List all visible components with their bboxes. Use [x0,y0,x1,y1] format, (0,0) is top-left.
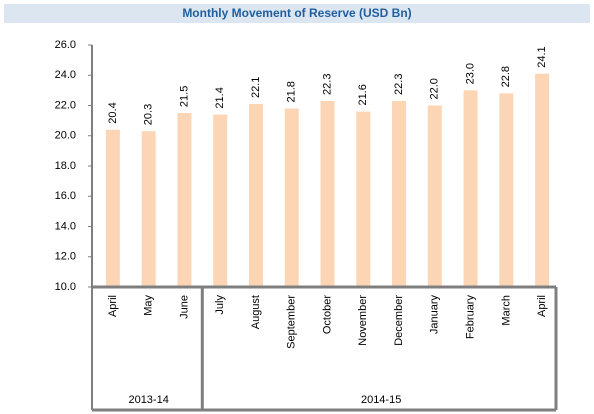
bar [392,100,407,288]
data-label: 22.1 [250,77,262,98]
y-tick-label: 18.0 [55,160,76,172]
bar [356,111,371,287]
bar [141,131,156,287]
y-tick-label: 26.0 [55,39,76,51]
x-tick-label: February [464,295,476,340]
x-tick-label: November [357,295,369,346]
x-tick-label: October [321,295,333,334]
data-label: 23.0 [464,63,476,84]
group-label: 2014-15 [361,394,401,406]
y-tick-label: 16.0 [55,190,76,202]
y-tick-label: 22.0 [55,99,76,111]
bar [177,113,192,287]
group-label: 2013-14 [128,394,168,406]
x-tick-label: July [214,295,226,315]
data-label: 20.3 [143,104,155,125]
data-label: 22.3 [321,74,333,95]
data-label: 22.0 [429,78,441,99]
data-label: 22.3 [393,74,405,95]
data-label: 24.1 [536,46,548,67]
x-tick-label: September [286,295,298,349]
bar [248,103,263,287]
y-tick-label: 12.0 [55,251,76,263]
x-tick-label: January [429,295,441,335]
bar [499,93,514,288]
x-tick-label: May [143,295,155,316]
data-label: 21.4 [214,87,226,108]
data-label: 21.6 [357,84,369,105]
x-tick-label: April [536,295,548,317]
y-tick-label: 10.0 [55,281,76,293]
bar [213,114,228,287]
x-tick-label: April [107,295,119,317]
bar [284,108,299,288]
bar [105,129,120,287]
data-label: 21.5 [178,86,190,107]
x-tick-label: June [178,295,190,319]
bar [463,90,478,287]
chart-title: Monthly Movement of Reserve (USD Bn) [182,6,411,20]
y-tick-label: 20.0 [55,130,76,142]
data-label: 20.4 [107,102,119,123]
bar [535,73,550,287]
title-band [4,4,590,23]
x-tick-label: December [393,295,405,346]
x-tick-label: August [250,295,262,329]
bar [320,100,335,288]
bar [427,105,442,287]
y-tick-label: 14.0 [55,220,76,232]
x-tick-label: March [500,295,512,326]
data-label: 21.8 [286,81,298,102]
y-tick-label: 24.0 [55,69,76,81]
data-label: 22.8 [500,66,512,87]
